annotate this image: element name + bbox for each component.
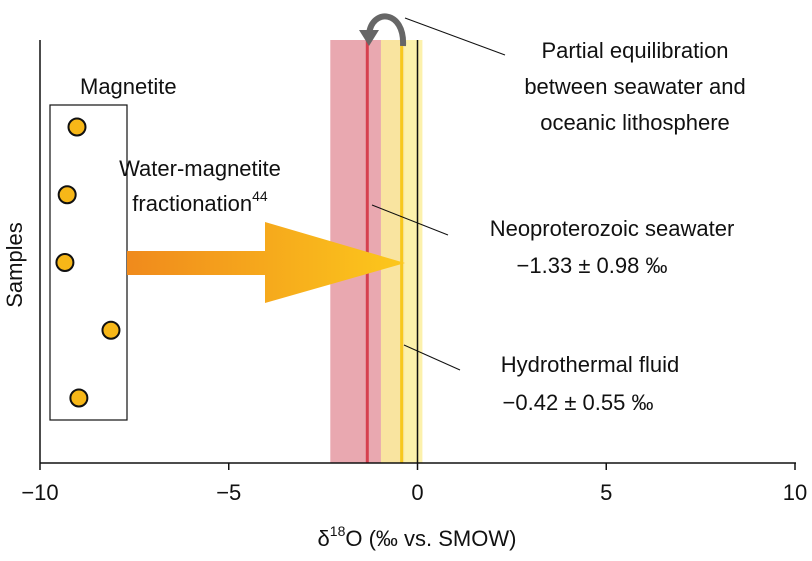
x-label-sup: 18 (330, 523, 346, 539)
curved-arrow-head (359, 30, 379, 46)
band-value-label: −0.42 ± 0.55 ‰ (503, 390, 654, 415)
x-axis-label: δ18O (‰ vs. SMOW) (318, 523, 517, 551)
sample-point (101, 320, 121, 340)
annotation: Partial equilibration (541, 38, 728, 63)
x-tick-label: 5 (600, 480, 612, 505)
sample-point (57, 185, 77, 205)
arrow-label-ref: 44 (252, 188, 268, 204)
leader-line (403, 344, 461, 371)
y-axis-label: Samples (2, 222, 27, 308)
leader-line (371, 204, 449, 236)
band-name: Neoproterozoic seawater (490, 216, 735, 241)
sample-point (69, 388, 89, 408)
band-value-label: −1.33 ± 0.98 ‰ (517, 253, 668, 278)
x-label-prefix: δ (318, 526, 330, 551)
band-name: Hydrothermal fluid (501, 352, 680, 377)
legend-label: Magnetite (80, 74, 177, 99)
annotation: oceanic lithosphere (540, 110, 730, 135)
leader-line (404, 17, 506, 56)
x-tick-label: 0 (411, 480, 423, 505)
x-tick-label: −5 (216, 480, 241, 505)
x-tick-label: 10 (783, 480, 807, 505)
sample-point (67, 117, 87, 137)
curved-arrow (366, 13, 407, 47)
x-tick-label: −10 (21, 480, 58, 505)
arrow-label-text: fractionation (132, 191, 252, 216)
annotation: between seawater and (524, 74, 745, 99)
fractionation-arrow (127, 222, 405, 303)
sample-point (55, 253, 75, 272)
arrow-label: fractionation44 (132, 188, 268, 216)
arrow-label: Water-magnetite (119, 156, 281, 181)
x-label-rest: O (‰ vs. SMOW) (345, 526, 516, 551)
